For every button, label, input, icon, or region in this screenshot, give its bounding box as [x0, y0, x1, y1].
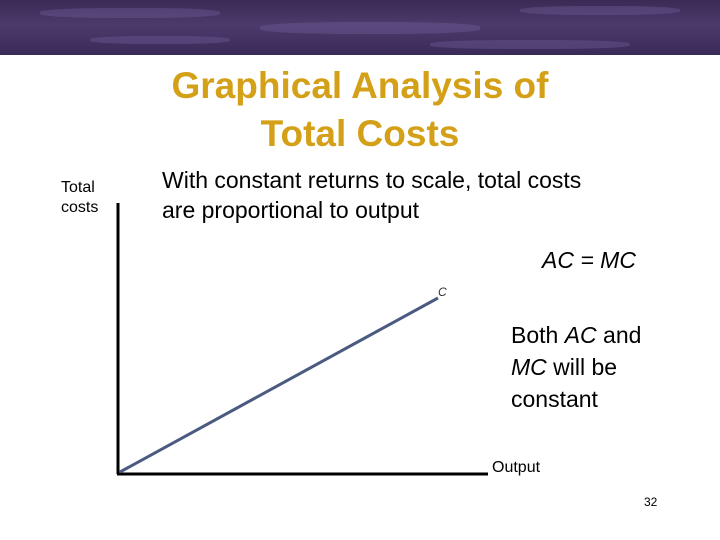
equation-label: AC = MC	[542, 247, 636, 273]
curve-label: C	[438, 285, 447, 299]
note-both: Both	[511, 322, 565, 348]
subtitle: With constant returns to scale, total co…	[162, 165, 702, 225]
note-line-3: constant	[511, 386, 598, 412]
note-text: Both AC and MC will be constant	[511, 319, 701, 415]
x-axis-label: Output	[492, 459, 541, 476]
decorative-banner	[0, 0, 720, 55]
y-axis-label-line-1: Total	[61, 179, 95, 196]
total-cost-line	[119, 296, 439, 474]
subtitle-line-1: With constant returns to scale, total co…	[162, 167, 582, 193]
y-axis-label-line-2: costs	[61, 199, 99, 216]
page-number: 32	[644, 495, 658, 509]
note-ac: AC	[564, 322, 597, 348]
y-axis-label: Total costs	[61, 178, 98, 218]
note-mc: MC	[511, 354, 547, 380]
subtitle-line-2: are proportional to output	[162, 197, 420, 223]
note-line-1: Both AC and	[511, 319, 701, 351]
note-and: and	[596, 322, 642, 348]
note-line-2: MC will be	[511, 351, 701, 383]
note-will-be: will be	[546, 354, 618, 380]
title-line-2: Total Costs	[260, 113, 460, 154]
title-line-1: Graphical Analysis of	[171, 65, 549, 106]
slide-title: Graphical Analysis of Total Costs	[0, 62, 720, 158]
